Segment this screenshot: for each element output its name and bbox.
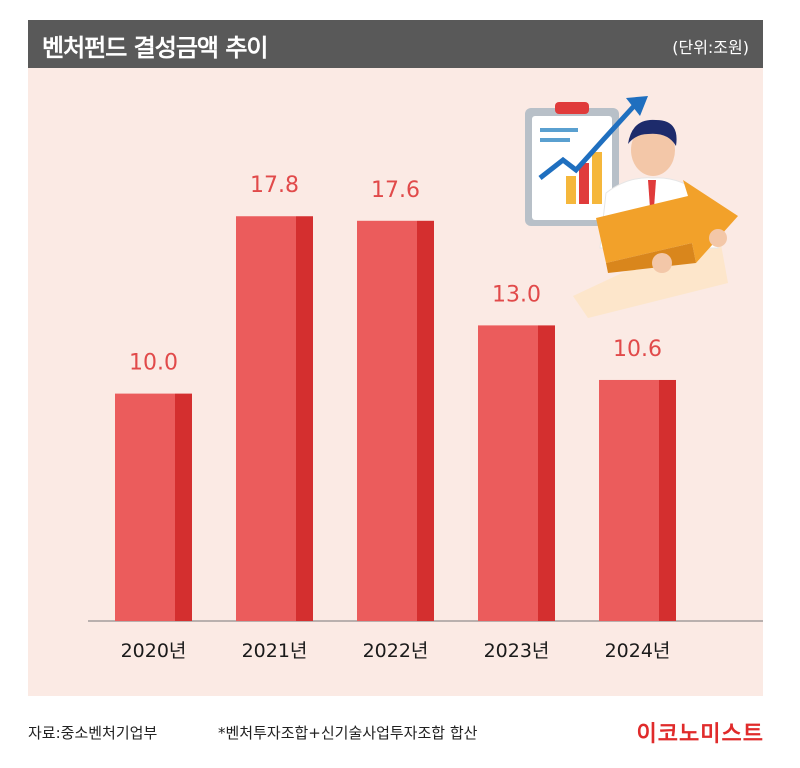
data-label-2: 17.6 xyxy=(371,178,420,203)
brand-logo: 이코노미스트 xyxy=(636,722,764,747)
bar-side-2 xyxy=(417,220,434,621)
x-tick-label-2: 2022년 xyxy=(363,640,429,662)
unit-label: (단위:조원) xyxy=(672,38,749,57)
source-note: 자료:중소벤처기업부 xyxy=(28,724,158,742)
bar-chart: 10.0 2020년 17.8 2021년 17.6 2022년 13.0 2023년 10.6… xyxy=(88,96,763,662)
bar-0 xyxy=(115,393,175,621)
bar-2 xyxy=(357,220,417,621)
data-label-4: 10.6 xyxy=(613,337,662,362)
x-tick-label-0: 2020년 xyxy=(121,640,187,662)
bar-side-0 xyxy=(175,393,192,621)
bar-3 xyxy=(478,325,538,621)
x-tick-label-1: 2021년 xyxy=(242,640,308,662)
bar-4 xyxy=(599,379,659,621)
footnote: *벤처투자조합+신기술사업투자조합 합산 xyxy=(218,724,478,742)
bar-side-3 xyxy=(538,325,555,621)
chart-title: 벤처펀드 결성금액 추이 xyxy=(42,34,269,62)
bars-group: 10.0 2020년 17.8 2021년 17.6 2022년 13.0 2023년 10.6… xyxy=(88,173,763,662)
data-label-0: 10.0 xyxy=(129,351,178,376)
data-label-3: 13.0 xyxy=(492,282,541,307)
bar-1 xyxy=(236,216,296,622)
bar-side-4 xyxy=(659,379,676,621)
x-tick-label-3: 2023년 xyxy=(484,640,550,662)
x-tick-label-4: 2024년 xyxy=(605,640,671,662)
chart-header: 벤처펀드 결성금액 추이 (단위:조원) xyxy=(28,20,763,68)
bar-side-1 xyxy=(296,216,313,622)
data-label-1: 17.8 xyxy=(250,173,299,198)
businessman-holding-arrow-icon xyxy=(525,96,738,318)
